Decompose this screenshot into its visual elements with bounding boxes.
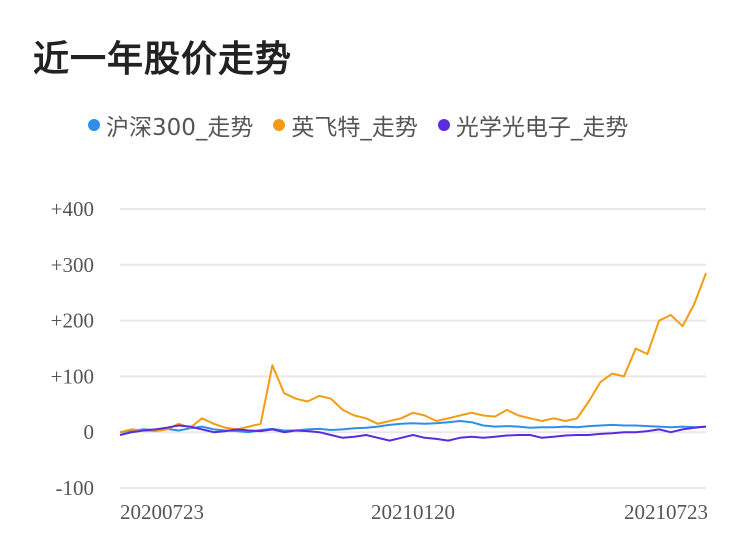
y-tick-label-2: +200 [51,309,94,333]
legend-item-hs300[interactable]: 沪深300_走势 [88,108,253,142]
series-line-optoelectronics [119,424,707,442]
y-tick-label-0: +400 [51,197,94,221]
y-tick-label-4: 0 [84,420,95,444]
y-tick-label-3: +100 [51,364,94,388]
chart-title: 近一年股价走势 [33,39,293,80]
y-tick-label-1: +300 [51,253,94,277]
legend-label-hs300: 沪深300_走势 [106,115,254,141]
series-line-yingfeite [119,272,707,434]
x-tick-label-1: 20210120 [371,500,455,524]
series-line-hs300 [119,420,707,434]
legend-item-yingfeite[interactable]: 英飞特_走势 [273,108,418,142]
legend: 沪深300_走势 英飞特_走势 光学光电子_走势 [88,108,648,142]
legend-item-optoelectronics[interactable]: 光学光电子_走势 [437,108,629,142]
legend-dot-hs300 [88,119,100,131]
x-tick-label-2: 20210723 [624,500,708,524]
y-tick-label-5: -100 [56,476,95,500]
x-tick-label-0: 20200723 [120,500,204,524]
legend-label-optoelectronics: 光学光电子_走势 [455,115,629,141]
legend-dot-optoelectronics [437,119,450,131]
legend-label-yingfeite: 英飞特_走势 [291,115,418,141]
legend-dot-yingfeite [273,119,286,131]
